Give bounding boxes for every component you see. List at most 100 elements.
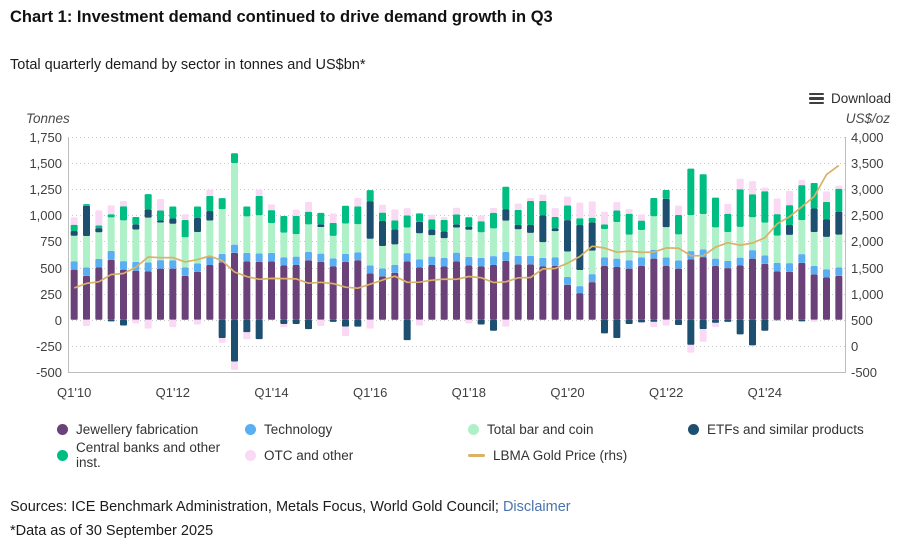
bar-segment[interactable] (120, 201, 127, 207)
bar-segment[interactable] (243, 216, 251, 253)
bar-segment[interactable] (736, 319, 744, 335)
bar-segment[interactable] (317, 261, 325, 320)
bar-segment[interactable] (181, 267, 189, 276)
bar-segment[interactable] (699, 329, 707, 342)
bar-segment[interactable] (428, 219, 436, 230)
bar-segment[interactable] (453, 227, 460, 253)
bar-segment[interactable] (551, 228, 559, 232)
bar-segment[interactable] (810, 274, 818, 320)
bar-segment[interactable] (95, 267, 103, 320)
bar-segment[interactable] (342, 223, 349, 254)
bar-segment[interactable] (292, 256, 300, 265)
bar-segment[interactable] (576, 218, 584, 226)
bar-segment[interactable] (231, 252, 238, 320)
bar-segment[interactable] (687, 319, 695, 345)
bar-segment[interactable] (144, 262, 152, 272)
bar-segment[interactable] (329, 266, 337, 320)
bar-segment[interactable] (724, 260, 732, 269)
bar-segment[interactable] (613, 319, 621, 339)
bar-segment[interactable] (255, 195, 263, 216)
bar-segment[interactable] (798, 262, 806, 320)
bar-segment[interactable] (477, 319, 485, 325)
bar-segment[interactable] (416, 259, 423, 268)
bar-segment[interactable] (823, 277, 830, 320)
bar-segment[interactable] (749, 194, 756, 218)
bar-segment[interactable] (662, 265, 670, 320)
disclaimer-link[interactable]: Disclaimer (502, 499, 571, 515)
bar-segment[interactable] (231, 163, 238, 245)
bar-segment[interactable] (218, 338, 226, 343)
bar-segment[interactable] (305, 319, 312, 330)
legend-item-etfs-and-similar-products[interactable]: ETFs and similar products (688, 419, 902, 439)
bar-segment[interactable] (835, 275, 843, 320)
bar-segment[interactable] (317, 224, 325, 228)
bar-segment[interactable] (329, 235, 337, 259)
bar-segment[interactable] (588, 250, 596, 275)
bar-segment[interactable] (736, 265, 744, 320)
bar-segment[interactable] (132, 229, 140, 262)
bar-segment[interactable] (502, 220, 510, 252)
bar-segment[interactable] (761, 191, 769, 223)
bar-segment[interactable] (342, 326, 349, 336)
bar-segment[interactable] (588, 217, 596, 223)
bar-segment[interactable] (675, 260, 682, 269)
bar-segment[interactable] (638, 265, 645, 320)
bar-segment[interactable] (823, 236, 830, 270)
bar-segment[interactable] (835, 267, 843, 276)
bar-segment[interactable] (206, 211, 214, 221)
bar-segment[interactable] (218, 209, 226, 254)
bar-segment[interactable] (514, 255, 522, 265)
bar-segment[interactable] (70, 269, 78, 320)
bar-segment[interactable] (231, 153, 238, 164)
bar-segment[interactable] (675, 319, 682, 325)
bar-segment[interactable] (638, 220, 645, 231)
bar-segment[interactable] (502, 186, 510, 210)
bar-segment[interactable] (70, 261, 78, 270)
legend-item-jewellery-fabrication[interactable]: Jewellery fabrication (57, 419, 245, 439)
bar-segment[interactable] (169, 206, 177, 219)
bar-segment[interactable] (292, 234, 300, 257)
bar-segment[interactable] (835, 188, 843, 212)
bar-segment[interactable] (625, 213, 633, 235)
bar-segment[interactable] (724, 203, 732, 214)
bar-segment[interactable] (428, 229, 436, 236)
bar-segment[interactable] (576, 293, 584, 320)
bar-segment[interactable] (379, 268, 386, 277)
bar-segment[interactable] (403, 208, 411, 216)
bar-segment[interactable] (107, 250, 115, 260)
bar-segment[interactable] (144, 194, 152, 210)
bar-segment[interactable] (650, 319, 658, 322)
bar-segment[interactable] (379, 246, 386, 269)
bar-segment[interactable] (699, 213, 707, 250)
bar-segment[interactable] (773, 235, 781, 263)
bar-segment[interactable] (761, 222, 769, 256)
bar-segment[interactable] (132, 270, 140, 320)
bar-segment[interactable] (576, 286, 584, 294)
bar-segment[interactable] (527, 232, 534, 256)
bar-segment[interactable] (95, 210, 103, 226)
bar-segment[interactable] (453, 224, 460, 228)
bar-segment[interactable] (70, 235, 78, 262)
bar-segment[interactable] (194, 206, 201, 218)
bar-segment[interactable] (736, 226, 744, 258)
bar-segment[interactable] (613, 202, 621, 211)
bar-segment[interactable] (181, 237, 189, 268)
bar-segment[interactable] (699, 174, 707, 214)
bar-segment[interactable] (625, 319, 633, 324)
bar-segment[interactable] (465, 217, 473, 227)
bar-segment[interactable] (132, 217, 140, 225)
bar-segment[interactable] (477, 215, 485, 222)
bar-segment[interactable] (539, 257, 547, 267)
bar-segment[interactable] (712, 322, 719, 328)
bar-segment[interactable] (280, 215, 288, 233)
bar-segment[interactable] (206, 264, 214, 320)
bar-segment[interactable] (243, 332, 251, 340)
bar-segment[interactable] (280, 232, 288, 258)
bar-segment[interactable] (477, 232, 485, 258)
bar-segment[interactable] (366, 190, 374, 202)
bar-segment[interactable] (70, 217, 78, 225)
bar-segment[interactable] (169, 260, 177, 269)
bar-segment[interactable] (231, 244, 238, 253)
bar-segment[interactable] (194, 271, 201, 320)
bar-segment[interactable] (107, 319, 115, 322)
